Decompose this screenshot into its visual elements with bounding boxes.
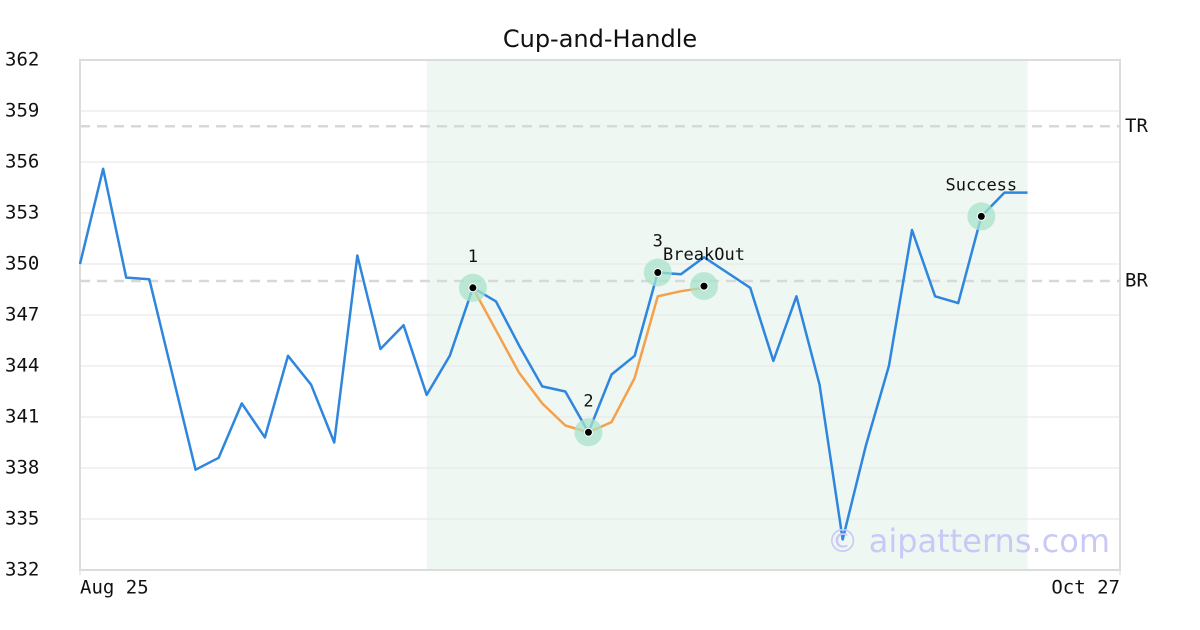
y-tick-label: 335: [5, 508, 39, 530]
y-tick-label: 338: [5, 457, 39, 479]
annotation-label: 2: [583, 391, 593, 411]
y-tick-label: 353: [5, 202, 39, 224]
annotation-label: Success: [946, 175, 1018, 195]
annotation-dot: [583, 427, 593, 437]
y-tick-label: 359: [5, 100, 39, 122]
reference-label: TR: [1125, 115, 1148, 137]
x-tick-label: Oct 27: [1051, 577, 1120, 599]
annotation-label: 1: [468, 247, 478, 267]
annotation-label: 3: [653, 232, 663, 252]
reference-label: BR: [1125, 270, 1148, 292]
y-tick-label: 344: [5, 355, 39, 377]
annotation-dot: [653, 268, 663, 277]
y-tick-label: 347: [5, 304, 39, 326]
annotation-dot: [976, 211, 986, 221]
annotation-dot: [699, 281, 709, 291]
y-tick-label: 341: [5, 406, 39, 428]
chart-title: Cup-and-Handle: [503, 25, 697, 53]
annotation-dot: [468, 283, 478, 293]
series-line: [78, 167, 1028, 541]
plot-frame: [79, 59, 1121, 571]
y-tick-label: 350: [5, 253, 39, 275]
watermark: © aipatterns.com: [827, 522, 1110, 560]
y-tick-label: 356: [5, 151, 39, 173]
y-tick-label: 362: [5, 49, 39, 71]
x-tick-label: Aug 25: [80, 577, 149, 599]
annotation-label: BreakOut: [663, 245, 745, 265]
y-tick-label: 332: [5, 559, 39, 581]
